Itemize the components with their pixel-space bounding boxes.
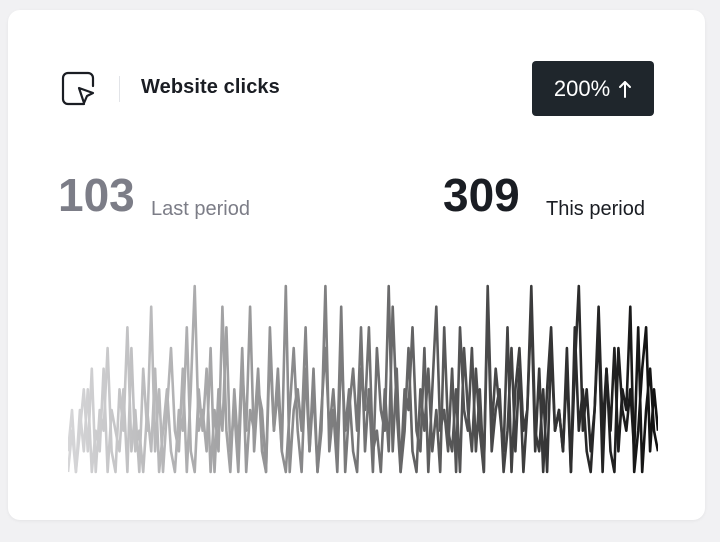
clicks-sparkline xyxy=(68,284,658,474)
this-period-value: 309 xyxy=(443,169,520,221)
arrow-up-icon xyxy=(619,80,632,98)
change-badge-label: 200% xyxy=(553,75,611,101)
last-period-value: 103 xyxy=(58,169,135,221)
this-period-label: This period xyxy=(546,198,645,220)
change-badge[interactable]: 200% xyxy=(532,61,654,116)
header-divider xyxy=(119,76,120,102)
widget-title: Website clicks xyxy=(141,76,280,98)
hand-pointer-icon xyxy=(60,70,98,108)
website-clicks-card: Website clicks 200% 103 Last period 309 … xyxy=(8,10,705,520)
last-period-label: Last period xyxy=(151,198,250,220)
sparkline-series-2 xyxy=(68,284,658,474)
